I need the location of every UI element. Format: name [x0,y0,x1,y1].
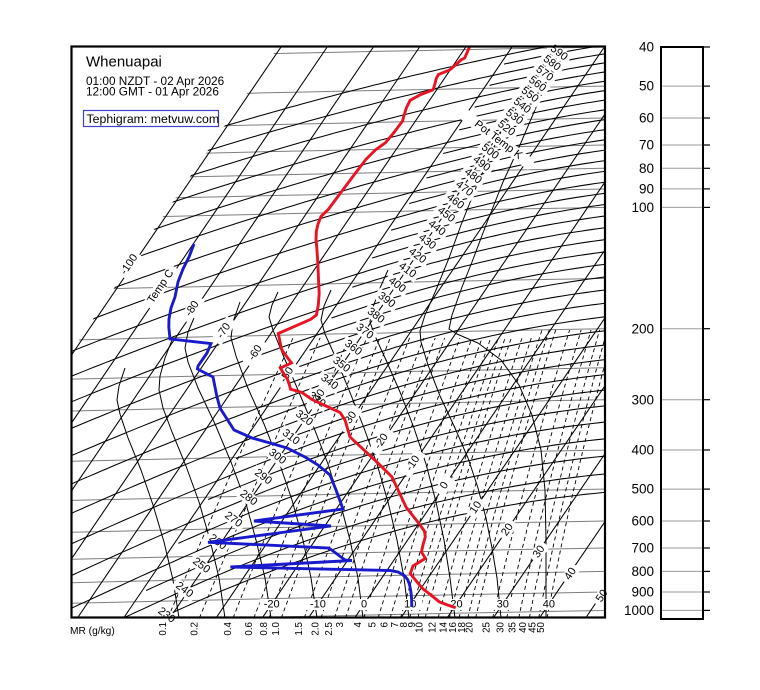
svg-text:80: 80 [639,161,654,176]
svg-text:8: 8 [399,621,410,627]
svg-text:MR (g/kg): MR (g/kg) [70,626,115,637]
svg-text:30: 30 [497,599,509,611]
svg-text:2.0: 2.0 [311,621,322,635]
svg-text:14: 14 [438,621,449,632]
svg-text:45: 45 [527,621,538,632]
svg-text:6: 6 [380,621,391,627]
svg-text:12: 12 [427,622,438,633]
svg-text:0.4: 0.4 [223,621,234,635]
svg-text:70: 70 [639,138,654,153]
svg-text:9: 9 [407,622,418,627]
svg-text:20: 20 [499,521,516,538]
svg-text:5: 5 [368,621,379,627]
svg-text:400: 400 [631,443,654,458]
svg-text:20: 20 [450,599,462,611]
svg-text:40: 40 [518,621,529,632]
svg-text:Whenuapai: Whenuapai [86,54,162,71]
svg-text:Tephigram: metvuw.com: Tephigram: metvuw.com [87,112,220,126]
svg-text:16: 16 [448,621,459,632]
svg-text:50: 50 [639,79,654,94]
svg-text:1.5: 1.5 [294,621,305,635]
svg-text:0.6: 0.6 [244,621,255,635]
svg-text:0: 0 [361,599,367,611]
svg-text:25: 25 [482,621,493,632]
svg-text:30: 30 [496,621,507,632]
svg-text:50: 50 [536,621,547,632]
svg-text:700: 700 [631,541,654,556]
svg-text:800: 800 [631,564,654,579]
svg-text:1000: 1000 [624,603,654,618]
svg-text:1.0: 1.0 [271,621,282,635]
svg-text:4: 4 [353,621,364,627]
svg-text:500: 500 [631,482,654,497]
svg-text:35: 35 [508,621,519,632]
svg-text:100: 100 [631,200,654,215]
svg-text:18: 18 [457,621,468,632]
svg-text:7: 7 [390,622,401,627]
svg-text:40: 40 [562,565,579,582]
svg-text:12:00 GMT - 01 Apr 2026: 12:00 GMT - 01 Apr 2026 [86,85,219,99]
svg-text:900: 900 [631,585,654,600]
svg-text:3: 3 [335,621,346,627]
svg-text:-20: -20 [264,599,280,611]
svg-text:01:00 NZDT - 02 Apr 2026: 01:00 NZDT - 02 Apr 2026 [86,74,225,88]
svg-text:20: 20 [465,621,476,632]
svg-text:40: 40 [639,40,654,55]
svg-text:50: 50 [594,588,611,605]
svg-text:2.5: 2.5 [324,621,335,635]
svg-text:60: 60 [639,111,654,126]
svg-text:90: 90 [639,182,654,197]
svg-text:0.2: 0.2 [190,622,201,636]
svg-text:-10: -10 [310,599,326,611]
svg-text:600: 600 [631,514,654,529]
svg-text:200: 200 [631,321,654,336]
svg-text:300: 300 [631,392,654,407]
svg-text:30: 30 [531,543,548,560]
svg-text:0.8: 0.8 [259,621,270,635]
svg-text:40: 40 [543,599,555,611]
svg-text:0.1: 0.1 [158,622,169,636]
svg-text:10: 10 [414,621,425,632]
svg-text:0: 0 [438,480,451,492]
svg-text:10: 10 [468,499,485,516]
